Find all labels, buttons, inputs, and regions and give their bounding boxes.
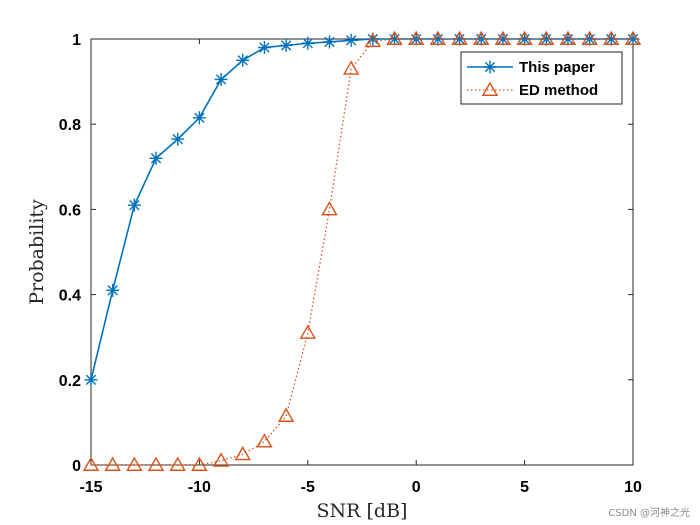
data-point	[191, 456, 208, 471]
data-point	[409, 32, 423, 46]
x-tick-label: 5	[520, 479, 529, 496]
data-point	[82, 456, 100, 471]
data-point	[604, 32, 618, 46]
data-point	[149, 151, 163, 165]
legend: This paper ED method	[460, 51, 623, 105]
data-point	[234, 445, 251, 461]
data-point	[214, 72, 228, 86]
y-tick-label: 0.8	[59, 117, 81, 134]
data-point	[429, 30, 447, 45]
data-point	[516, 30, 533, 45]
y-tick-label: 0.4	[59, 288, 81, 305]
data-point	[494, 30, 512, 45]
y-tick-label: 0.2	[59, 373, 81, 390]
data-point	[559, 30, 577, 45]
data-point	[473, 30, 490, 45]
data-point	[84, 373, 98, 387]
data-point	[431, 32, 445, 46]
data-point	[453, 32, 467, 46]
legend-marker	[481, 81, 499, 96]
data-point	[386, 30, 403, 45]
data-point	[256, 433, 273, 448]
x-tick-label: -15	[79, 479, 102, 496]
data-point	[212, 452, 230, 467]
data-point	[279, 38, 293, 52]
data-point	[106, 283, 120, 297]
data-point	[104, 456, 121, 471]
series-layer	[82, 30, 642, 471]
data-point	[257, 41, 271, 55]
data-point	[496, 32, 510, 46]
data-point	[344, 33, 358, 47]
data-point	[581, 30, 598, 45]
data-point	[126, 456, 143, 471]
legend-marker	[483, 60, 497, 74]
data-point	[539, 32, 553, 46]
x-tick-label: 10	[624, 479, 642, 496]
y-axis-label: Probability	[26, 199, 48, 305]
data-point	[322, 35, 336, 49]
data-point	[169, 456, 186, 471]
x-tick-label: 0	[412, 479, 421, 496]
data-point	[364, 32, 382, 48]
x-tick-label: -10	[188, 479, 211, 496]
data-point	[451, 30, 468, 45]
data-point	[342, 60, 360, 75]
y-tick-label: 1	[72, 32, 81, 49]
y-tick-label: 0	[72, 458, 81, 475]
data-point	[388, 32, 402, 46]
data-point	[366, 32, 380, 46]
data-point	[299, 324, 317, 339]
data-point	[171, 132, 185, 146]
data-point	[561, 32, 575, 46]
legend-entry-this-paper: This paper	[467, 59, 595, 76]
plot-area	[90, 38, 634, 466]
data-point	[407, 30, 425, 45]
legend-label-this-paper: This paper	[519, 59, 595, 76]
data-point	[624, 30, 642, 45]
data-point	[301, 36, 315, 50]
y-tick-labels: 0 0.2 0.4 0.6 0.8 1	[59, 32, 81, 475]
data-point	[321, 200, 338, 216]
data-point	[127, 198, 141, 212]
y-tick-label: 0.6	[59, 202, 81, 219]
data-point	[277, 407, 295, 422]
watermark: CSDN @河神之光	[608, 508, 690, 519]
data-point	[603, 30, 620, 45]
x-axis-label: SNR [dB]	[317, 500, 408, 522]
x-tick-labels: -15 -10 -5 0 5 10	[79, 479, 642, 496]
data-point	[236, 53, 250, 67]
legend-label-ed-method: ED method	[519, 82, 598, 99]
x-tick-label: -5	[301, 479, 315, 496]
series-ed-method	[82, 30, 642, 471]
legend-entry-ed-method: ED method	[467, 81, 598, 99]
data-point	[147, 456, 165, 471]
data-point	[538, 30, 555, 45]
data-point	[192, 111, 206, 125]
